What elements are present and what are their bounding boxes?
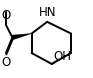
Text: HN: HN (39, 6, 57, 20)
Text: O: O (1, 56, 10, 69)
Text: OH: OH (54, 50, 72, 63)
Polygon shape (12, 34, 32, 40)
Text: O: O (1, 9, 10, 22)
